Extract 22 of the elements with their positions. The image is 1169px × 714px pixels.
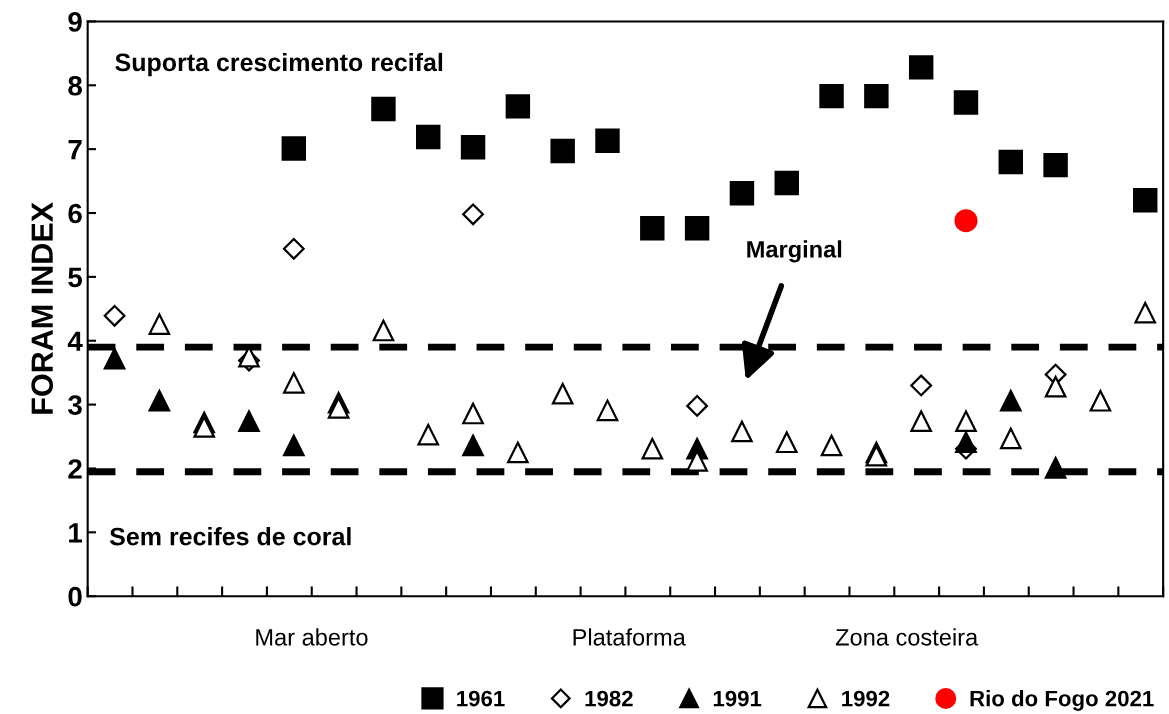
legend-label: Rio do Fogo 2021 [970,690,1154,711]
legend-label: 1982 [585,690,633,707]
y-axis-title: FORAM INDEX [31,202,53,414]
y-tick-label: 2 [68,459,82,479]
y-tick-label: 7 [68,140,82,160]
y-tick-label: 1 [69,523,83,543]
legend-label: 1992 [842,690,890,707]
y-tick-label: 6 [68,203,82,224]
annotation: Suporta crescimento recifal [115,52,443,77]
y-tick-label: 4 [67,331,83,351]
legend-label: 1961 [457,690,505,707]
y-tick-label: 0 [68,586,82,607]
y-tick-label: 5 [68,267,83,288]
annotation: Marginal [747,240,842,263]
annotation: Sem recifes de coral [109,527,351,546]
y-tick-label: 8 [68,75,82,96]
y-tick-label: 3 [68,395,82,415]
y-tick-label: 9 [68,12,82,32]
text: Zona costeira [835,628,979,646]
legend-label: 1991 [713,690,762,707]
text: Plataforma [573,628,686,646]
text: Mar aberto [256,628,368,646]
